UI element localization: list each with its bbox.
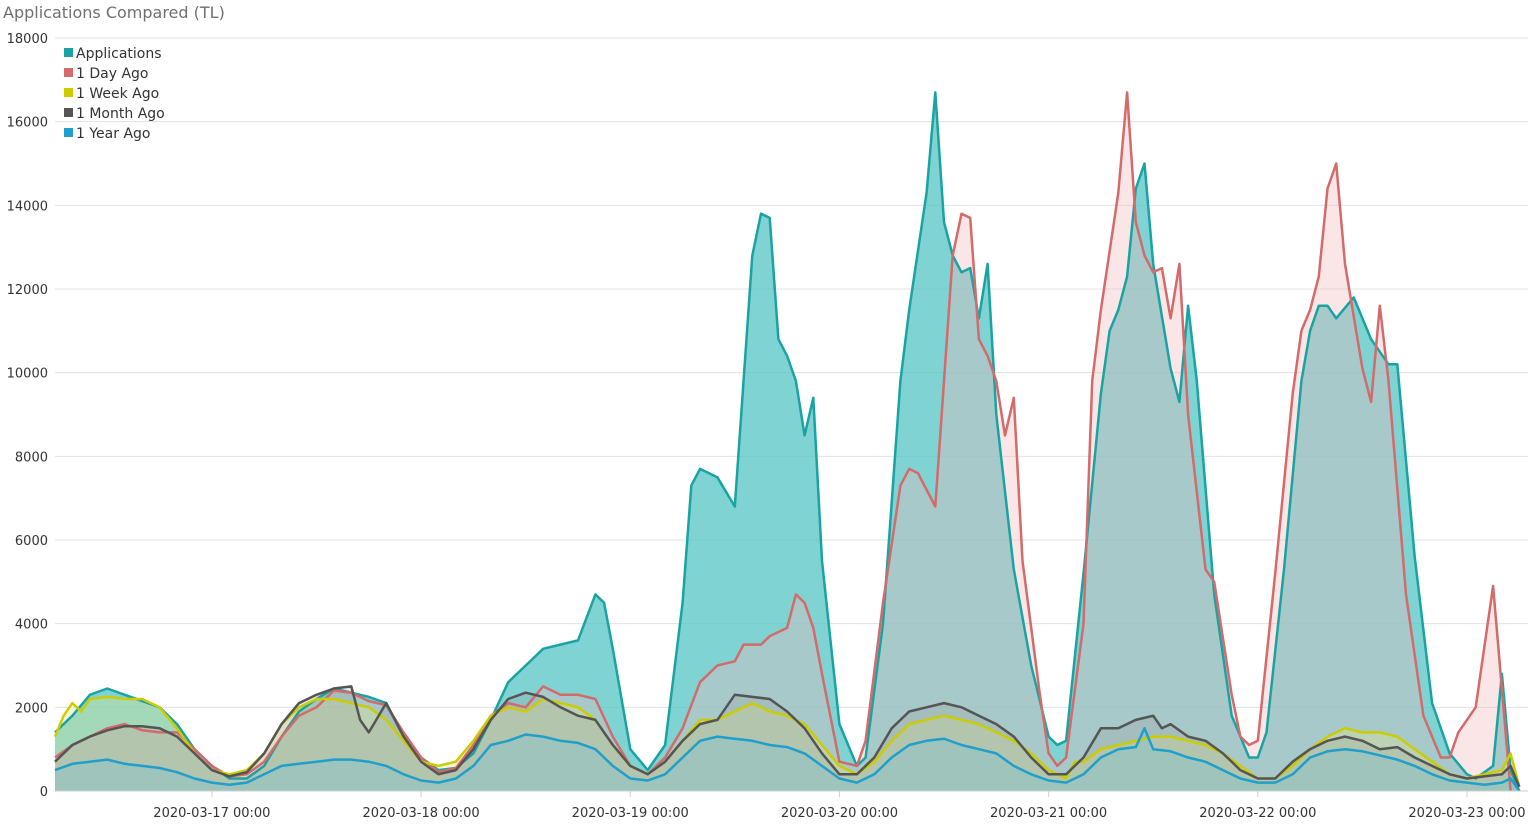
y-tick-label: 2000 [15, 701, 48, 716]
series-line-3 [54, 685, 1521, 788]
y-tick-label: 0 [40, 785, 48, 800]
series-areas [55, 92, 1520, 791]
legend-item[interactable]: 1 Day Ago [64, 66, 148, 82]
y-tick-label: 14000 [7, 199, 48, 214]
x-tick-label: 2020-03-21 00:00 [990, 806, 1107, 821]
series-lines [53, 91, 1521, 792]
legend-item[interactable]: Applications [64, 46, 162, 62]
y-tick-label: 18000 [7, 32, 48, 47]
series-area-4 [55, 728, 1520, 791]
x-tick-label: 2020-03-20 00:00 [781, 806, 898, 821]
y-tick-label: 8000 [15, 450, 48, 465]
legend-item[interactable]: 1 Month Ago [64, 106, 165, 122]
series-line-0 [54, 91, 1521, 792]
series-area-2 [55, 696, 1520, 791]
y-tick-label: 4000 [15, 618, 48, 633]
legend-label: 1 Month Ago [76, 106, 165, 122]
series-line-4 [54, 727, 1521, 792]
x-tick-label: 2020-03-17 00:00 [153, 806, 270, 821]
legend-label: 1 Week Ago [76, 86, 159, 102]
y-tick-label: 10000 [7, 367, 48, 382]
legend-swatch [64, 128, 73, 137]
legend-swatch [64, 88, 73, 97]
y-tick-label: 16000 [7, 116, 48, 131]
x-tick-label: 2020-03-19 00:00 [572, 806, 689, 821]
series-area-1 [55, 92, 1511, 791]
chart-title: Applications Compared (TL) [3, 3, 225, 22]
legend-item[interactable]: 1 Week Ago [64, 86, 159, 102]
legend[interactable]: Applications 1 Day Ago 1 Week Ago 1 Month A… [64, 46, 165, 142]
series-area-3 [55, 686, 1520, 791]
legend-label: Applications [76, 46, 162, 62]
legend-swatch [64, 108, 73, 117]
series-line-1 [54, 91, 1512, 792]
y-tick-label: 12000 [7, 283, 48, 298]
x-tick-label: 2020-03-18 00:00 [362, 806, 479, 821]
legend-swatch [64, 48, 73, 57]
x-tick-label: 2020-03-22 00:00 [1199, 806, 1316, 821]
legend-swatch [64, 68, 73, 77]
legend-item[interactable]: 1 Year Ago [64, 126, 150, 142]
legend-label: 1 Day Ago [76, 66, 148, 82]
legend-label: 1 Year Ago [76, 126, 150, 142]
axes: 0 2000 4000 6000 8000 10000 12000 14000 16000 180… [7, 32, 1528, 821]
x-tick-label: 2020-03-23 00:00 [1408, 806, 1525, 821]
y-tick-label: 6000 [15, 534, 48, 549]
